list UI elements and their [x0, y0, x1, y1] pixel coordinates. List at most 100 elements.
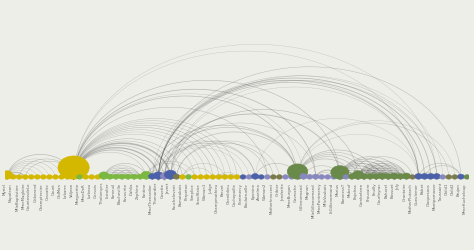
- Circle shape: [251, 174, 259, 180]
- Circle shape: [312, 174, 319, 180]
- Circle shape: [378, 173, 386, 180]
- Text: Judge: Judge: [209, 182, 213, 193]
- Text: Valjean: Valjean: [70, 182, 73, 196]
- Circle shape: [421, 174, 428, 180]
- Circle shape: [10, 175, 16, 180]
- Text: Feuilly: Feuilly: [372, 182, 376, 194]
- Text: MlleGillenormand: MlleGillenormand: [312, 182, 316, 217]
- Text: Courfeyrac: Courfeyrac: [378, 182, 382, 204]
- Text: Champmathieu: Champmathieu: [215, 182, 219, 212]
- Circle shape: [331, 166, 349, 179]
- Circle shape: [95, 175, 101, 180]
- Circle shape: [270, 175, 276, 180]
- Circle shape: [125, 174, 131, 180]
- Text: Fameuil: Fameuil: [112, 182, 116, 197]
- Circle shape: [46, 175, 53, 180]
- Circle shape: [99, 172, 109, 180]
- Text: Listolier: Listolier: [106, 182, 110, 198]
- Text: Brevet: Brevet: [221, 182, 225, 195]
- Circle shape: [433, 174, 440, 180]
- Text: Isabeau: Isabeau: [88, 182, 92, 197]
- Text: Perpetue: Perpetue: [184, 182, 189, 200]
- Text: Scaufflaire: Scaufflaire: [197, 182, 201, 203]
- Text: Gueulemer: Gueulemer: [415, 182, 419, 204]
- Circle shape: [246, 175, 252, 180]
- Circle shape: [457, 174, 464, 180]
- Circle shape: [415, 174, 422, 180]
- Text: MmeBurgon: MmeBurgon: [287, 182, 292, 206]
- Circle shape: [58, 175, 64, 180]
- Circle shape: [216, 175, 222, 180]
- Circle shape: [58, 156, 89, 180]
- Circle shape: [410, 175, 416, 180]
- Text: Child2: Child2: [451, 182, 455, 194]
- Text: Myriel: Myriel: [3, 182, 7, 194]
- Text: Woman1: Woman1: [203, 182, 207, 200]
- Circle shape: [180, 175, 185, 180]
- Circle shape: [204, 175, 210, 180]
- Text: Favourite: Favourite: [124, 182, 128, 200]
- Circle shape: [366, 174, 374, 180]
- Text: MlleBaptistine: MlleBaptistine: [15, 182, 19, 210]
- Text: Mabeuf: Mabeuf: [348, 182, 352, 196]
- Circle shape: [131, 174, 137, 180]
- Circle shape: [141, 172, 152, 179]
- Text: Magnon: Magnon: [306, 182, 310, 198]
- Circle shape: [148, 174, 156, 180]
- Text: Toussaint: Toussaint: [439, 182, 443, 200]
- Circle shape: [343, 175, 349, 180]
- Circle shape: [160, 173, 169, 180]
- Circle shape: [373, 174, 380, 180]
- Circle shape: [210, 175, 216, 180]
- Circle shape: [397, 174, 404, 180]
- Circle shape: [452, 175, 458, 180]
- Text: Gillenormand: Gillenormand: [300, 182, 303, 209]
- Text: Tholomyes: Tholomyes: [100, 182, 104, 204]
- Text: Child1: Child1: [445, 182, 449, 194]
- Text: Fauchelevent: Fauchelevent: [173, 182, 176, 208]
- Text: Claquesous: Claquesous: [427, 182, 431, 205]
- Circle shape: [113, 174, 119, 180]
- Text: Combeferre: Combeferre: [360, 182, 364, 205]
- Circle shape: [331, 175, 337, 180]
- Text: Brujon: Brujon: [457, 182, 461, 195]
- Circle shape: [173, 174, 180, 180]
- Circle shape: [390, 173, 399, 180]
- Text: Champtercier: Champtercier: [39, 182, 43, 209]
- Text: MotherInnocent: MotherInnocent: [269, 182, 273, 213]
- Text: Anzelma: Anzelma: [257, 182, 261, 199]
- Text: Zephine: Zephine: [136, 182, 140, 198]
- Text: Pontmercy: Pontmercy: [239, 182, 243, 203]
- Circle shape: [384, 174, 392, 180]
- Text: Cravatte: Cravatte: [46, 182, 49, 199]
- Circle shape: [83, 175, 89, 180]
- Circle shape: [107, 174, 113, 180]
- Text: MmePontmercy: MmePontmercy: [318, 182, 322, 212]
- Text: Fantine: Fantine: [142, 182, 146, 196]
- Circle shape: [89, 175, 95, 180]
- Circle shape: [240, 175, 246, 180]
- Text: Cosette: Cosette: [160, 182, 164, 197]
- Text: Gribier: Gribier: [275, 182, 279, 196]
- Text: Gavroche: Gavroche: [293, 182, 298, 201]
- Circle shape: [53, 175, 58, 180]
- Circle shape: [164, 170, 176, 179]
- Text: CountessdeLo: CountessdeLo: [27, 182, 31, 210]
- Circle shape: [64, 175, 71, 180]
- Circle shape: [360, 174, 368, 180]
- Circle shape: [77, 175, 82, 180]
- Circle shape: [228, 175, 234, 180]
- Text: Grantaire: Grantaire: [402, 182, 406, 201]
- Text: Woman2: Woman2: [263, 182, 267, 200]
- Text: MmeThenardier: MmeThenardier: [148, 182, 152, 213]
- Circle shape: [276, 175, 283, 180]
- Circle shape: [427, 174, 434, 180]
- Text: Eponine: Eponine: [251, 182, 255, 198]
- Circle shape: [118, 174, 126, 180]
- Text: MmeDeR: MmeDeR: [82, 182, 86, 200]
- Text: Chenildieu: Chenildieu: [227, 182, 231, 203]
- Circle shape: [307, 175, 313, 180]
- Text: Javert: Javert: [166, 182, 171, 193]
- Text: Montparnasse: Montparnasse: [433, 182, 437, 210]
- Text: Babet: Babet: [420, 182, 425, 194]
